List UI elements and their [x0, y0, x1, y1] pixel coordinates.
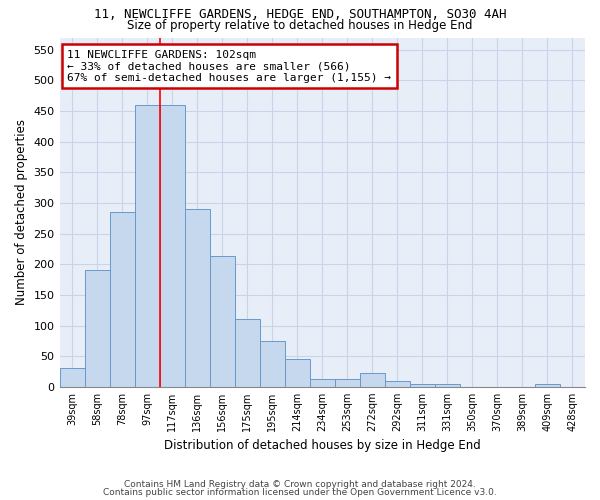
- Bar: [435, 384, 460, 387]
- Bar: [160, 105, 185, 387]
- Bar: [360, 374, 385, 387]
- Bar: [110, 212, 134, 387]
- Text: Contains HM Land Registry data © Crown copyright and database right 2024.: Contains HM Land Registry data © Crown c…: [124, 480, 476, 489]
- Bar: [285, 358, 310, 387]
- Bar: [59, 368, 85, 387]
- Bar: [134, 105, 160, 387]
- Text: 11 NEWCLIFFE GARDENS: 102sqm
← 33% of detached houses are smaller (566)
67% of s: 11 NEWCLIFFE GARDENS: 102sqm ← 33% of de…: [67, 50, 391, 83]
- Bar: [385, 380, 410, 387]
- Text: 11, NEWCLIFFE GARDENS, HEDGE END, SOUTHAMPTON, SO30 4AH: 11, NEWCLIFFE GARDENS, HEDGE END, SOUTHA…: [94, 8, 506, 20]
- Bar: [535, 384, 560, 387]
- Bar: [410, 384, 435, 387]
- Y-axis label: Number of detached properties: Number of detached properties: [15, 119, 28, 305]
- Bar: [335, 380, 360, 387]
- Bar: [209, 256, 235, 387]
- Bar: [235, 320, 260, 387]
- Bar: [260, 341, 285, 387]
- Text: Size of property relative to detached houses in Hedge End: Size of property relative to detached ho…: [127, 18, 473, 32]
- X-axis label: Distribution of detached houses by size in Hedge End: Distribution of detached houses by size …: [164, 440, 481, 452]
- Bar: [310, 379, 335, 387]
- Text: Contains public sector information licensed under the Open Government Licence v3: Contains public sector information licen…: [103, 488, 497, 497]
- Bar: [85, 270, 110, 387]
- Bar: [185, 209, 209, 387]
